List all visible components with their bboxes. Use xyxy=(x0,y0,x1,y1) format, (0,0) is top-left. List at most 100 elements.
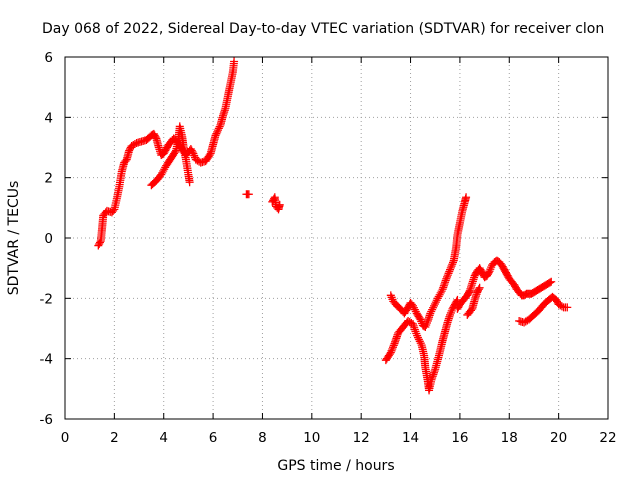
data-point xyxy=(475,283,484,292)
data-point xyxy=(121,157,130,166)
data-point xyxy=(185,178,194,187)
data-point xyxy=(448,260,457,269)
data-point xyxy=(423,318,431,327)
data-point xyxy=(171,148,180,157)
y-tick-label: 6 xyxy=(44,50,53,66)
x-tick-label: 6 xyxy=(209,430,218,446)
x-tick-label: 8 xyxy=(258,430,267,446)
data-point xyxy=(462,193,471,202)
data-point xyxy=(485,267,494,276)
x-tick-label: 22 xyxy=(599,430,616,446)
data-point xyxy=(275,200,284,209)
x-tick-label: 20 xyxy=(550,430,567,446)
y-tick-label: 4 xyxy=(44,110,53,126)
data-point xyxy=(188,148,197,157)
chart-title: Day 068 of 2022, Sidereal Day-to-day VTE… xyxy=(42,21,604,37)
data-point xyxy=(427,307,436,316)
data-point xyxy=(429,303,438,312)
data-point xyxy=(409,303,418,312)
data-point xyxy=(432,296,441,305)
data-point xyxy=(212,129,221,138)
data-point xyxy=(214,126,223,135)
data-point xyxy=(190,151,199,160)
data-point xyxy=(436,288,445,297)
data-point xyxy=(464,288,473,297)
data-point xyxy=(416,339,425,348)
data-point xyxy=(409,301,418,310)
data-point xyxy=(157,170,166,179)
data-point xyxy=(387,346,396,355)
x-tick-label: 14 xyxy=(402,430,419,446)
data-point xyxy=(547,277,556,286)
data-point xyxy=(443,271,452,280)
y-tick-label: -6 xyxy=(40,412,53,428)
x-tick-label: 4 xyxy=(159,430,168,446)
data-point xyxy=(158,168,167,177)
data-point xyxy=(95,238,104,247)
data-point xyxy=(447,306,456,315)
data-point xyxy=(214,124,223,133)
data-point xyxy=(213,127,222,136)
grid xyxy=(65,57,608,419)
data-point xyxy=(446,308,455,317)
axis-ticks: 0 2 4 6 8 10 12 14 16 18 20 22 -6 -4 -2 0 2 4 6 xyxy=(40,50,617,446)
data-point xyxy=(484,268,493,277)
data-point xyxy=(416,315,425,324)
data-point xyxy=(388,345,397,354)
data-point xyxy=(557,302,566,311)
y-tick-label: -2 xyxy=(40,291,53,307)
data-point xyxy=(389,341,398,350)
x-tick-label: 12 xyxy=(353,430,370,446)
data-point xyxy=(446,263,455,272)
data-point xyxy=(434,292,443,301)
data-point xyxy=(486,265,495,274)
data-point xyxy=(446,265,455,274)
data-point xyxy=(415,313,424,322)
data-point xyxy=(415,337,424,346)
y-tick-label: 0 xyxy=(44,231,53,247)
data-point xyxy=(109,206,118,215)
x-tick-label: 2 xyxy=(110,430,119,446)
data-point xyxy=(413,331,422,340)
data-point xyxy=(421,322,430,331)
data-point xyxy=(447,262,456,271)
data-point xyxy=(412,329,421,338)
data-point xyxy=(230,57,239,66)
data-point xyxy=(159,167,168,176)
data-point xyxy=(411,327,420,336)
data-point xyxy=(442,274,451,283)
data-point xyxy=(445,267,454,276)
data-point xyxy=(429,301,438,310)
data-point xyxy=(431,298,440,307)
data-point xyxy=(545,278,554,287)
x-tick-label: 0 xyxy=(61,430,70,446)
data-point xyxy=(443,272,452,281)
data-point xyxy=(160,165,169,174)
data-point xyxy=(444,269,453,278)
data-point xyxy=(386,348,395,357)
data-point xyxy=(430,299,439,308)
y-tick-label: 2 xyxy=(44,171,53,187)
data-point xyxy=(467,306,476,315)
data-point xyxy=(413,333,422,342)
x-tick-label: 18 xyxy=(501,430,518,446)
data-point xyxy=(422,320,431,329)
data-point xyxy=(448,258,457,267)
data-point xyxy=(446,310,455,319)
x-axis-label: GPS time / hours xyxy=(277,458,394,474)
data-point xyxy=(435,290,444,299)
data-point xyxy=(389,343,398,352)
data-point xyxy=(387,293,396,302)
data-point xyxy=(211,131,220,140)
data-point xyxy=(410,305,419,314)
data-points xyxy=(94,57,572,395)
data-point xyxy=(205,151,214,160)
data-point xyxy=(414,335,423,344)
x-tick-label: 16 xyxy=(451,430,468,446)
data-point xyxy=(215,122,224,131)
x-tick-label: 10 xyxy=(303,430,320,446)
data-point xyxy=(151,132,160,141)
data-point xyxy=(386,291,395,300)
data-point xyxy=(474,285,483,294)
